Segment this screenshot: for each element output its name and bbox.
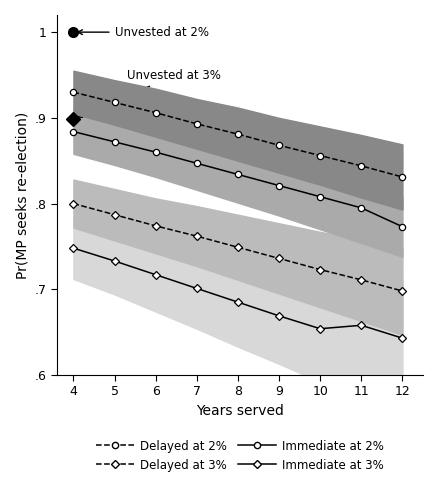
Text: Unvested at 3%: Unvested at 3% [78, 70, 221, 117]
Text: Unvested at 2%: Unvested at 2% [78, 26, 208, 38]
Legend: Delayed at 2%, Delayed at 3%, Immediate at 2%, Immediate at 3%: Delayed at 2%, Delayed at 3%, Immediate … [91, 435, 389, 476]
X-axis label: Years served: Years served [196, 404, 284, 418]
Y-axis label: Pr(MP seeks re-election): Pr(MP seeks re-election) [15, 112, 29, 278]
